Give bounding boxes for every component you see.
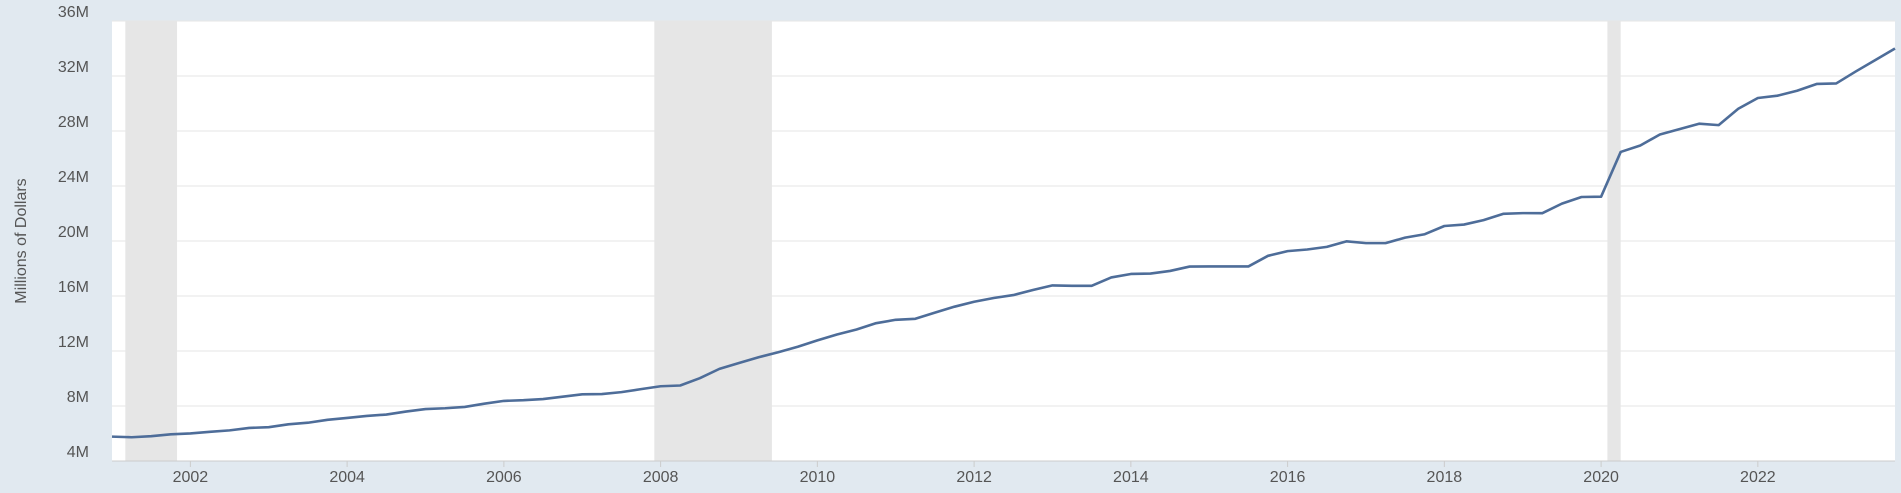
x-tick-label: 2018 [1427,469,1463,486]
y-tick-label: 4M [67,444,89,461]
x-tick-label: 2002 [173,469,209,486]
x-tick-label: 2020 [1583,469,1619,486]
y-tick-label: 24M [58,169,89,186]
data-line [111,47,1896,439]
x-tick-label: 2012 [956,469,992,486]
y-tick-label: 16M [58,279,89,296]
y-tick-label: 8M [67,389,89,406]
x-tick-label: 2008 [643,469,679,486]
x-tick-label: 2022 [1740,469,1776,486]
x-tick-label: 2016 [1270,469,1306,486]
x-tick-label: 2010 [800,469,836,486]
y-tick-label: 12M [58,334,89,351]
x-tick-label: 2006 [486,469,522,486]
y-tick-label: 32M [58,59,89,76]
y-axis-title: Millions of Dollars [13,178,30,303]
x-tick-label: 2014 [1113,469,1149,486]
x-tick-label: 2004 [329,469,365,486]
y-tick-label: 36M [58,4,89,21]
y-tick-label: 20M [58,224,89,241]
y-tick-label: 28M [58,114,89,131]
